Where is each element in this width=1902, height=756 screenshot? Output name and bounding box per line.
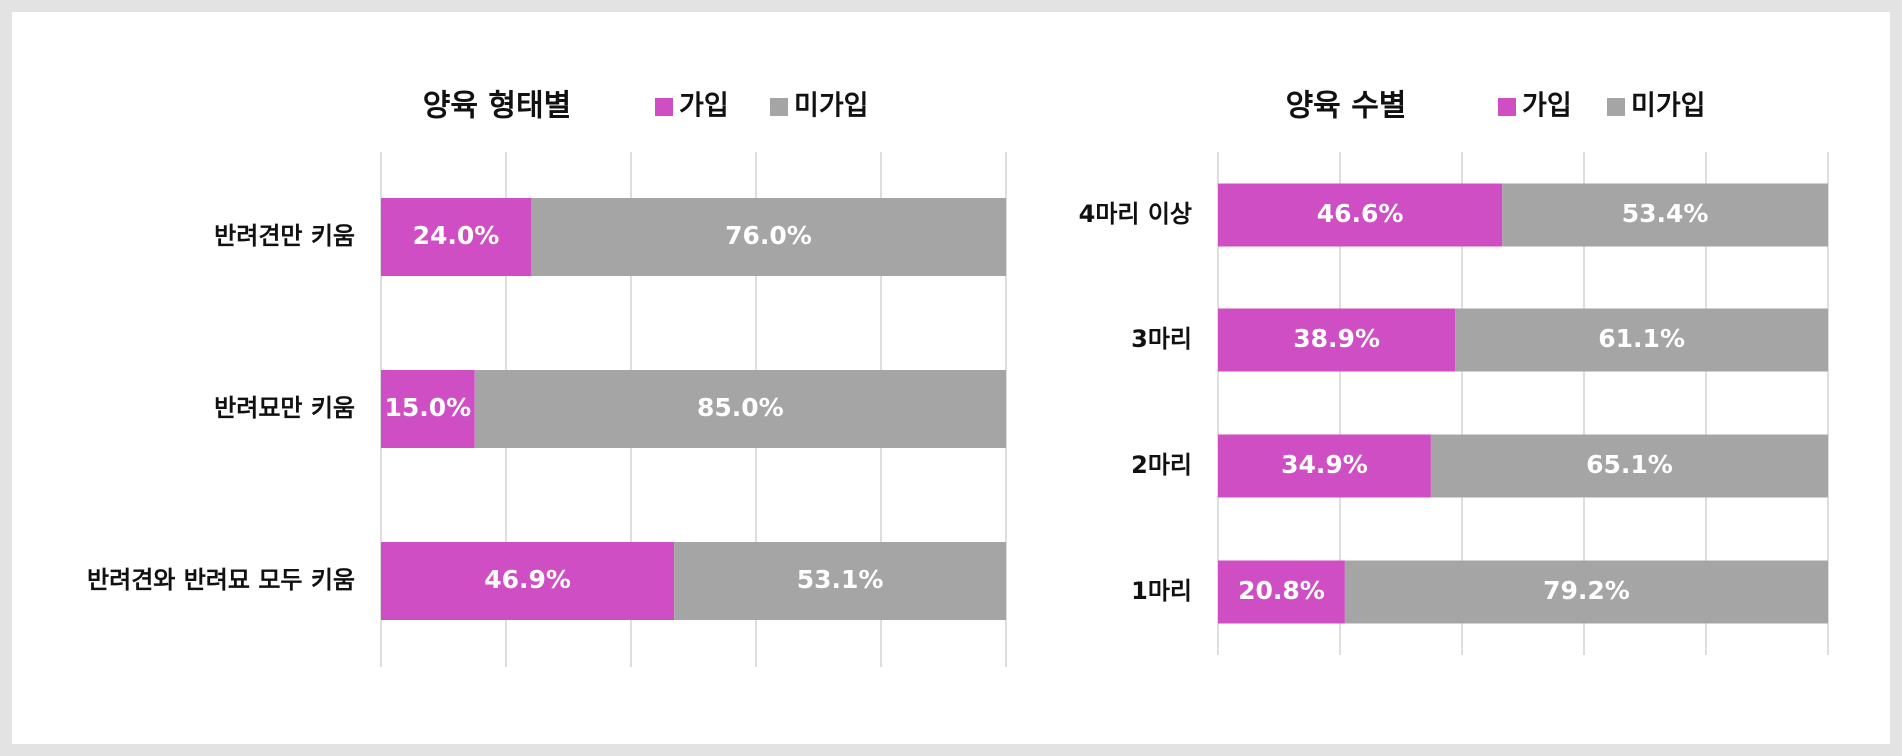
value-label: 24.0% bbox=[413, 221, 500, 250]
category-label: 반려견와 반려묘 모두 키움 bbox=[87, 566, 355, 594]
legend-swatch bbox=[655, 98, 673, 116]
bar-segment bbox=[1218, 560, 1345, 624]
value-label: 76.0% bbox=[725, 221, 812, 250]
bar-segment bbox=[1455, 308, 1828, 372]
value-label: 46.6% bbox=[1317, 199, 1404, 228]
legend-label: 가입 bbox=[1522, 91, 1572, 122]
value-label: 15.0% bbox=[385, 393, 472, 422]
value-label: 20.8% bbox=[1238, 576, 1325, 605]
bar-segment bbox=[1218, 183, 1503, 247]
bar-segment bbox=[1218, 434, 1431, 498]
value-label: 61.1% bbox=[1598, 324, 1685, 353]
category-label: 2마리 bbox=[1131, 451, 1192, 479]
value-label: 85.0% bbox=[697, 393, 784, 422]
bar-segment bbox=[1430, 434, 1828, 498]
category-label: 반려견만 키움 bbox=[214, 222, 355, 250]
legend-label: 가입 bbox=[679, 91, 729, 122]
category-label: 3마리 bbox=[1131, 325, 1192, 353]
bar-segment bbox=[1344, 560, 1828, 624]
value-label: 38.9% bbox=[1293, 324, 1380, 353]
value-label: 79.2% bbox=[1543, 576, 1630, 605]
bar-segment bbox=[531, 198, 1006, 276]
bar-segment bbox=[474, 370, 1006, 448]
legend-swatch bbox=[1607, 98, 1625, 116]
legend-label: 미가입 bbox=[794, 91, 869, 122]
value-label: 53.1% bbox=[797, 565, 884, 594]
bar-segment bbox=[381, 370, 475, 448]
bar-segment bbox=[1502, 183, 1828, 247]
value-label: 34.9% bbox=[1281, 450, 1368, 479]
category-label: 반려묘만 키움 bbox=[214, 394, 355, 422]
legend-label: 미가입 bbox=[1631, 91, 1706, 122]
bar-segment bbox=[1218, 308, 1456, 372]
bar-segment bbox=[381, 542, 675, 620]
category-label: 4마리 이상 bbox=[1079, 200, 1192, 228]
chart-title: 양육 형태별 bbox=[423, 89, 571, 124]
bar-segment bbox=[381, 198, 531, 276]
value-label: 46.9% bbox=[484, 565, 571, 594]
legend-swatch bbox=[770, 98, 788, 116]
category-label: 1마리 bbox=[1131, 577, 1192, 605]
value-label: 53.4% bbox=[1622, 199, 1709, 228]
bar-segment bbox=[674, 542, 1006, 620]
legend-swatch bbox=[1498, 98, 1516, 116]
value-label: 65.1% bbox=[1586, 450, 1673, 479]
chart-title: 양육 수별 bbox=[1286, 89, 1407, 124]
